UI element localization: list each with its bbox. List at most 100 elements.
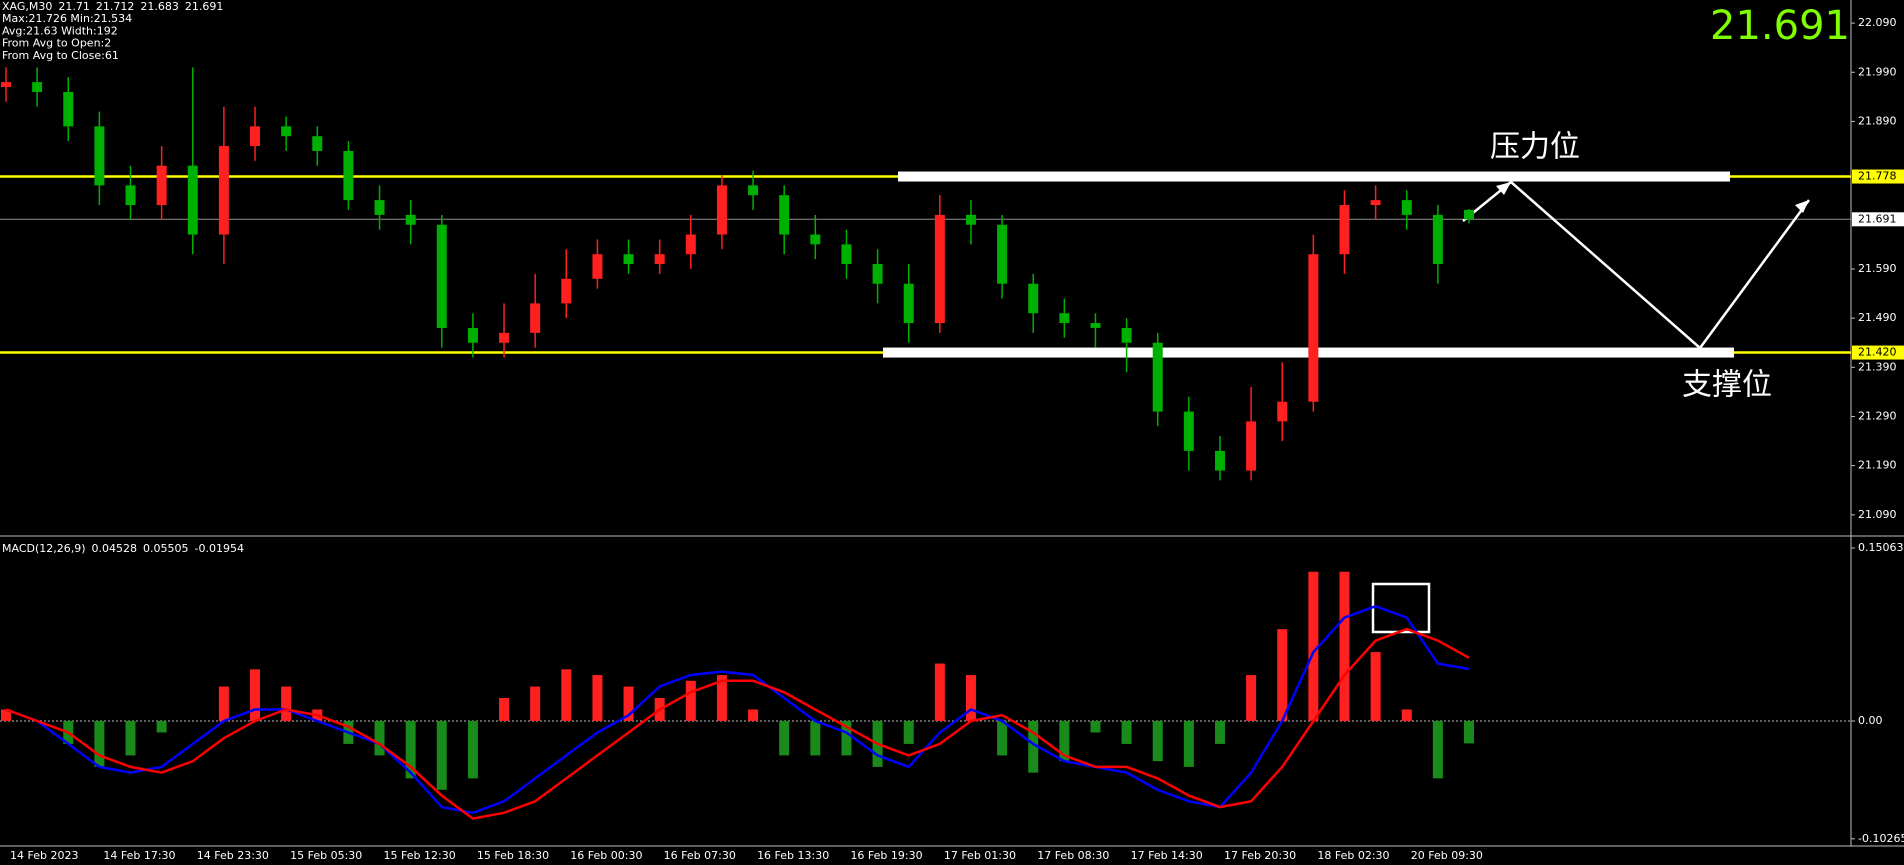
histogram-bar [903, 720, 914, 744]
y-tick-label: 0.15063 [1858, 541, 1904, 554]
candle-body [530, 303, 541, 333]
candle-body [156, 165, 167, 206]
header-row: XAG,M30 21.71 21.712 21.683 21.691 [2, 0, 223, 13]
y-tick-label: 21.390 [1858, 360, 1897, 373]
histogram-bar [467, 720, 478, 779]
candle-body [1277, 401, 1288, 422]
histogram-bar [156, 720, 167, 733]
histogram-bar [436, 720, 447, 790]
y-tick-label: 21.490 [1858, 311, 1897, 324]
y-tick-label: 21.190 [1858, 459, 1897, 472]
header-value: 21.691 [185, 0, 224, 13]
candle-body [1214, 450, 1225, 471]
candle-body [125, 185, 136, 206]
histogram-bar [1432, 720, 1443, 779]
candle-body [218, 146, 229, 235]
y-tick-label: 21.890 [1858, 114, 1897, 127]
info-line: Max:21.726 Min:21.534 [2, 12, 132, 25]
arrow-head [1795, 200, 1809, 213]
x-tick-label: 14 Feb 23:30 [197, 849, 269, 862]
x-tick-label: 16 Feb 00:30 [570, 849, 642, 862]
candle-body [94, 126, 105, 186]
x-tick-label: 16 Feb 13:30 [757, 849, 829, 862]
histogram-bar [499, 698, 510, 721]
histogram-bar [1183, 720, 1194, 767]
histogram-bar [965, 675, 976, 721]
info-line: Avg:21.63 Width:192 [2, 24, 118, 37]
candle-body [1028, 283, 1039, 314]
histogram-bar [810, 720, 821, 756]
histogram-bar [1214, 720, 1225, 744]
candle-body [716, 185, 727, 235]
forecast-arrow [1462, 180, 1811, 350]
candle-body [187, 165, 198, 235]
x-tick-label: 14 Feb 2023 [10, 849, 78, 862]
candle-body [841, 244, 852, 265]
x-tick-label: 16 Feb 07:30 [664, 849, 736, 862]
price-label-bg [1852, 212, 1904, 227]
histogram-bar [374, 720, 385, 756]
candle-body [592, 254, 603, 279]
candle-body [499, 332, 510, 343]
level-label: 21.778 [1858, 170, 1897, 183]
candle-body [312, 136, 323, 151]
histogram-bar [561, 669, 572, 721]
histogram-bar [623, 686, 634, 721]
candle-body [779, 195, 790, 235]
header-row: MACD(12,26,9) 0.04528 0.05505 -0.01954 [2, 542, 244, 555]
level-label-bg [1852, 345, 1904, 360]
y-tick-label: -0.10265 [1858, 832, 1904, 845]
candle-body [685, 234, 696, 255]
histogram-bar [1339, 571, 1350, 721]
x-tick-label: 17 Feb 08:30 [1037, 849, 1109, 862]
candle-body [1, 82, 11, 88]
macd-line [5, 627, 1470, 820]
candle-body [1464, 209, 1474, 220]
header-value: 21.683 [140, 0, 179, 13]
histogram-bar [250, 669, 261, 721]
histogram-bar [125, 720, 136, 756]
x-tick-label: 15 Feb 05:30 [290, 849, 362, 862]
x-tick-label: 17 Feb 14:30 [1131, 849, 1203, 862]
annotation: 压力位 [1490, 130, 1580, 165]
x-tick-label: 17 Feb 01:30 [944, 849, 1016, 862]
y-tick-label: 22.090 [1858, 16, 1897, 29]
histogram-bar [281, 686, 292, 721]
y-tick-label: 21.990 [1858, 65, 1897, 78]
y-tick-label: 21.090 [1858, 508, 1897, 521]
candle-body [1308, 254, 1319, 402]
macd-line [5, 604, 1470, 815]
x-tick-label: 17 Feb 20:30 [1224, 849, 1296, 862]
histogram-bar [934, 663, 945, 721]
candle-body [1090, 323, 1101, 328]
candle-body [1370, 200, 1381, 206]
candle-body [1246, 421, 1257, 471]
candle-body [1121, 327, 1132, 343]
annotation: 支撑位 [1682, 368, 1772, 403]
candle-body [654, 254, 665, 265]
histogram-bar [685, 680, 696, 721]
level-label: 21.420 [1858, 346, 1897, 359]
histogram-bar [1246, 675, 1257, 721]
candle-body [810, 234, 821, 245]
candle-body [467, 327, 478, 343]
candle-body [934, 214, 945, 324]
histogram-bar [1401, 709, 1412, 721]
histogram-bar [218, 686, 229, 721]
histogram-bar [1464, 720, 1474, 744]
histogram-bar [1152, 720, 1163, 762]
candle-body [1401, 200, 1412, 215]
header-value: MACD(12,26,9) [2, 542, 86, 555]
y-tick-label: 21.590 [1858, 262, 1897, 275]
candle-body [32, 82, 43, 92]
info-line: From Avg to Close:61 [2, 49, 119, 62]
current-price: 21.691 [1710, 3, 1850, 49]
candle-body [1339, 205, 1350, 255]
candle-body [1059, 313, 1070, 324]
arrow-head [1496, 182, 1511, 195]
candle-body [623, 254, 634, 265]
candle-body [343, 150, 354, 201]
histogram-bar [1121, 720, 1132, 744]
header-value: -0.01954 [195, 542, 244, 555]
